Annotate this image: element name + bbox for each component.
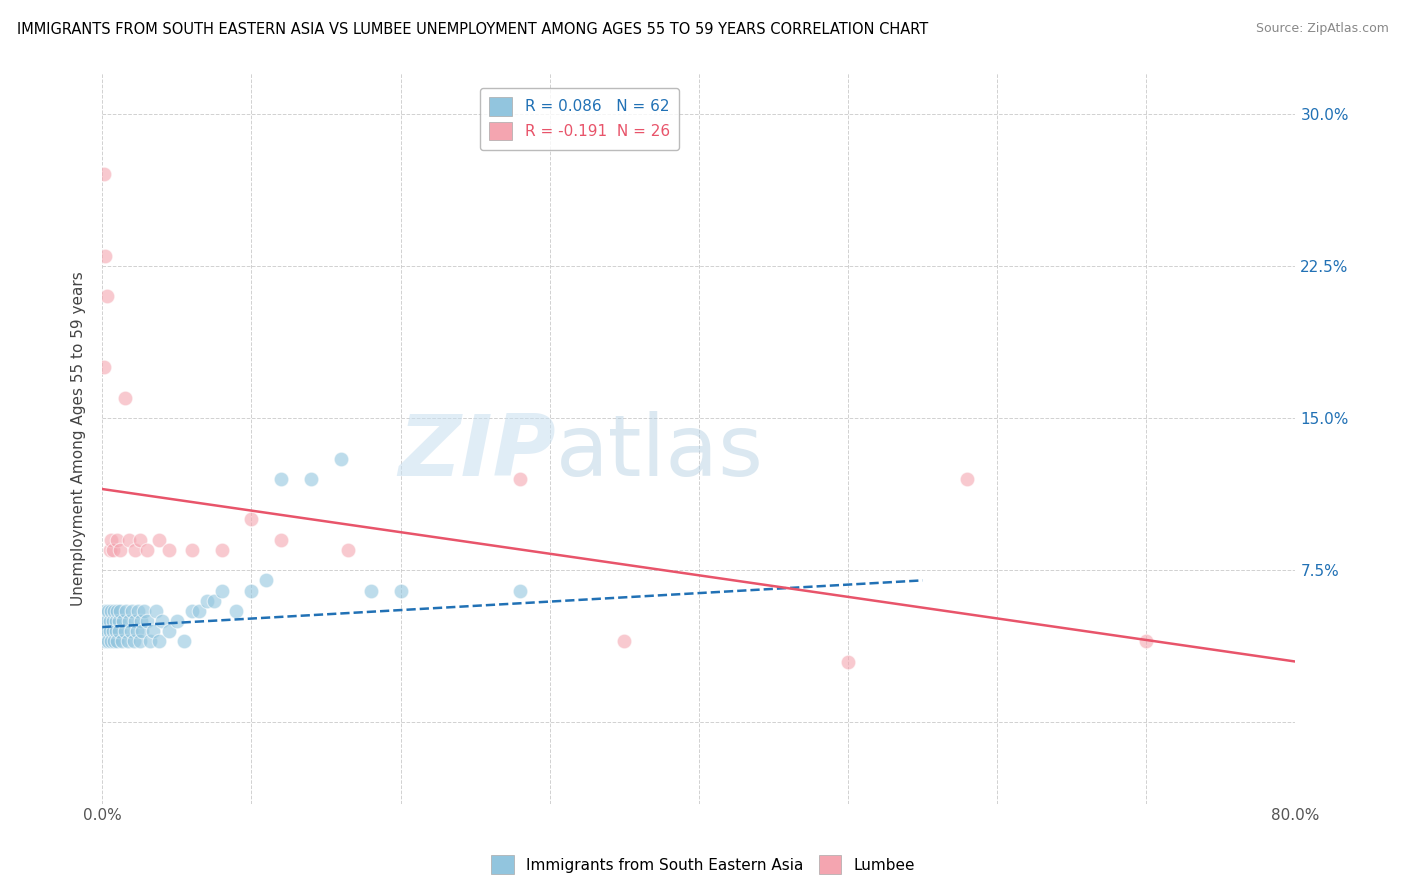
Point	[1135, 634, 1157, 648]
Point	[110, 634, 132, 648]
Point	[124, 543, 146, 558]
Point	[93, 624, 115, 639]
Point	[97, 634, 120, 648]
Point	[202, 593, 225, 607]
Point	[121, 604, 143, 618]
Point	[148, 634, 170, 648]
Point	[98, 614, 121, 628]
Point	[107, 614, 129, 628]
Point	[108, 543, 131, 558]
Point	[157, 543, 180, 558]
Point	[104, 614, 127, 628]
Point	[96, 289, 118, 303]
Point	[136, 614, 159, 628]
Point	[956, 472, 979, 486]
Point	[118, 533, 141, 547]
Point	[105, 604, 128, 618]
Point	[103, 604, 125, 618]
Y-axis label: Unemployment Among Ages 55 to 59 years: Unemployment Among Ages 55 to 59 years	[72, 271, 86, 606]
Point	[195, 593, 218, 607]
Point	[128, 634, 150, 648]
Point	[837, 655, 859, 669]
Point	[124, 614, 146, 628]
Point	[270, 533, 292, 547]
Point	[94, 634, 117, 648]
Point	[150, 614, 173, 628]
Point	[100, 533, 122, 547]
Point	[132, 604, 155, 618]
Point	[180, 543, 202, 558]
Point	[188, 604, 211, 618]
Text: IMMIGRANTS FROM SOUTH EASTERN ASIA VS LUMBEE UNEMPLOYMENT AMONG AGES 55 TO 59 YE: IMMIGRANTS FROM SOUTH EASTERN ASIA VS LU…	[17, 22, 928, 37]
Point	[94, 604, 117, 618]
Point	[98, 543, 121, 558]
Legend: R = 0.086   N = 62, R = -0.191  N = 26: R = 0.086 N = 62, R = -0.191 N = 26	[481, 88, 679, 150]
Point	[98, 624, 121, 639]
Point	[211, 583, 233, 598]
Point	[127, 604, 149, 618]
Point	[104, 624, 127, 639]
Point	[117, 634, 139, 648]
Point	[114, 624, 136, 639]
Point	[180, 604, 202, 618]
Point	[108, 604, 131, 618]
Point	[136, 543, 159, 558]
Point	[101, 614, 124, 628]
Point	[270, 472, 292, 486]
Point	[100, 634, 122, 648]
Point	[93, 360, 115, 375]
Point	[93, 168, 115, 182]
Point	[131, 624, 153, 639]
Point	[329, 451, 352, 466]
Point	[115, 604, 138, 618]
Point	[299, 472, 322, 486]
Point	[166, 614, 188, 628]
Point	[509, 583, 531, 598]
Point	[613, 634, 636, 648]
Point	[93, 614, 115, 628]
Point	[105, 533, 128, 547]
Point	[105, 634, 128, 648]
Point	[112, 614, 135, 628]
Point	[509, 472, 531, 486]
Point	[337, 543, 360, 558]
Point	[101, 624, 124, 639]
Text: Source: ZipAtlas.com: Source: ZipAtlas.com	[1256, 22, 1389, 36]
Point	[100, 604, 122, 618]
Point	[122, 634, 145, 648]
Point	[139, 634, 162, 648]
Point	[148, 533, 170, 547]
Point	[96, 614, 118, 628]
Point	[103, 634, 125, 648]
Point	[120, 624, 142, 639]
Point	[145, 604, 167, 618]
Text: ZIP: ZIP	[398, 411, 555, 494]
Point	[240, 583, 263, 598]
Point	[129, 614, 152, 628]
Point	[157, 624, 180, 639]
Text: atlas: atlas	[555, 411, 763, 494]
Point	[360, 583, 382, 598]
Point	[96, 624, 118, 639]
Point	[173, 634, 195, 648]
Point	[101, 543, 124, 558]
Point	[211, 543, 233, 558]
Point	[225, 604, 247, 618]
Point	[240, 512, 263, 526]
Point	[254, 574, 277, 588]
Point	[389, 583, 412, 598]
Point	[128, 533, 150, 547]
Legend: Immigrants from South Eastern Asia, Lumbee: Immigrants from South Eastern Asia, Lumb…	[485, 849, 921, 880]
Point	[97, 604, 120, 618]
Point	[118, 614, 141, 628]
Point	[107, 624, 129, 639]
Point	[114, 391, 136, 405]
Point	[94, 249, 117, 263]
Point	[125, 624, 148, 639]
Point	[142, 624, 165, 639]
